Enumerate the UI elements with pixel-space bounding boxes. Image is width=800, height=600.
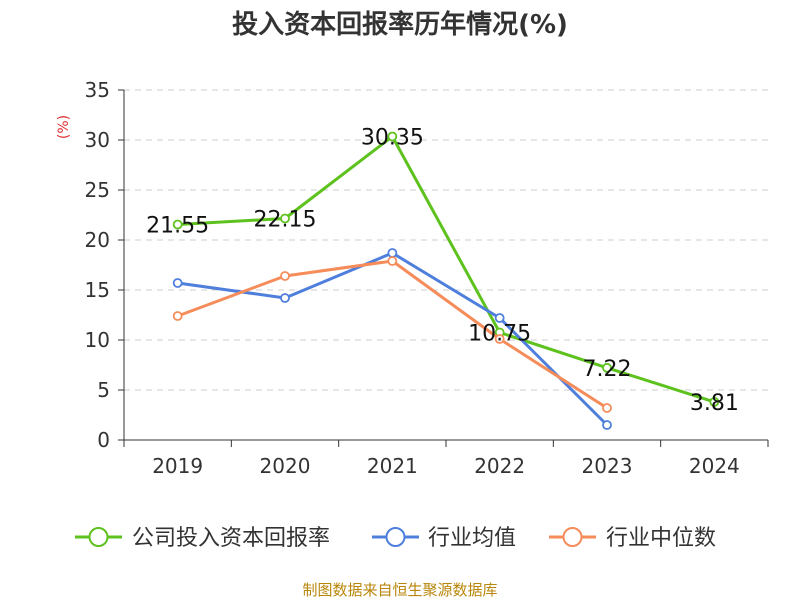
legend-item-industry_avg[interactable]: 行业均值 <box>372 526 516 551</box>
series-layer <box>172 131 720 430</box>
legend[interactable]: 公司投入资本回报率 行业均值 行业中位数 <box>75 526 716 551</box>
data-point-company <box>280 213 290 224</box>
y-axis-ticks: 0 5 10 15 20 25 30 35 <box>85 78 124 452</box>
data-point-company <box>172 219 183 230</box>
data-point-industry_median <box>387 256 398 266</box>
data-label: 21.55 <box>146 214 209 239</box>
data-point-industry_avg <box>602 420 612 430</box>
legend-marker <box>562 527 583 547</box>
data-labels: 21.55 22.15 30.35 10.75 7.22 3.81 <box>146 126 739 416</box>
data-point-industry_avg <box>280 293 290 303</box>
y-tick-label: 30 <box>85 128 110 152</box>
data-label: 22.15 <box>254 208 317 233</box>
y-axis-unit-label: (%) <box>56 115 72 139</box>
series-line-industry_median <box>177 259 608 410</box>
legend-item-company[interactable]: 公司投入资本回报率 <box>75 526 330 551</box>
legend-item-industry_median[interactable]: 行业中位数 <box>549 526 716 551</box>
data-label: 3.81 <box>690 391 739 416</box>
data-point-industry_median <box>602 403 612 413</box>
legend-marker <box>385 527 406 547</box>
x-tick-label: 2021 <box>367 454 418 478</box>
y-tick-label: 20 <box>85 228 110 252</box>
x-axis-ticks: 2019 2020 2021 2022 2023 2024 <box>123 440 769 478</box>
data-point-industry_median <box>494 334 505 344</box>
x-tick-label: 2023 <box>582 454 633 478</box>
data-point-industry_median <box>280 271 290 281</box>
data-point-company <box>709 396 720 407</box>
legend-label: 公司投入资本回报率 <box>132 526 330 551</box>
y-tick-label: 0 <box>97 428 110 452</box>
data-label: 7.22 <box>583 357 632 382</box>
y-tick-label: 5 <box>97 378 110 402</box>
data-point-industry_avg <box>387 248 398 258</box>
data-point-industry_avg <box>172 278 183 288</box>
y-tick-label: 10 <box>85 328 110 352</box>
source-note: 制图数据来自恒生聚源数据库 <box>302 581 497 599</box>
y-tick-label: 35 <box>85 78 110 102</box>
series-line-industry_avg <box>177 251 609 427</box>
y-tick-label: 15 <box>85 278 110 302</box>
data-label: 30.35 <box>361 126 424 151</box>
grid-lines <box>124 89 768 391</box>
data-point-company <box>387 131 398 142</box>
legend-marker <box>88 527 109 547</box>
data-point-company <box>602 362 612 373</box>
data-point-industry_median <box>172 311 183 321</box>
chart-title: 投入资本回报率历年情况(%) <box>232 9 568 40</box>
x-tick-label: 2020 <box>260 454 311 478</box>
legend-label: 行业均值 <box>428 526 516 551</box>
y-tick-label: 25 <box>85 178 110 202</box>
data-label: 10.75 <box>468 322 531 347</box>
series-line-company <box>177 135 715 404</box>
legend-label: 行业中位数 <box>606 526 716 551</box>
x-tick-label: 2022 <box>474 454 525 478</box>
x-tick-label: 2019 <box>152 454 203 478</box>
data-point-industry_avg <box>494 313 505 323</box>
x-tick-label: 2024 <box>689 454 740 478</box>
